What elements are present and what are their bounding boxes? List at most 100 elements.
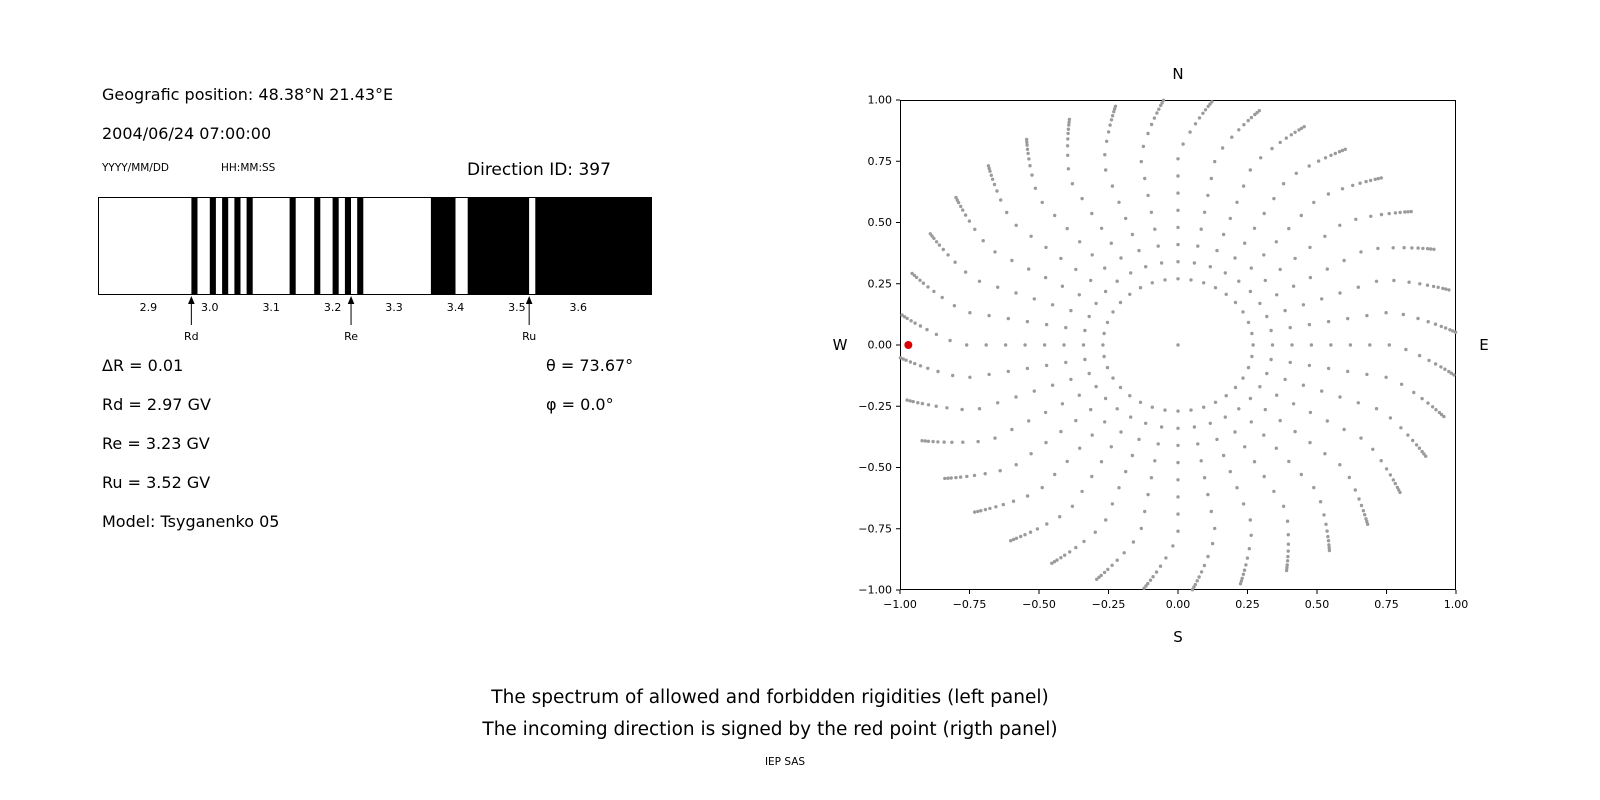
direction-dot bbox=[1262, 211, 1266, 216]
direction-dot bbox=[1150, 281, 1154, 285]
direction-dot bbox=[1242, 568, 1247, 572]
direction-dot bbox=[1083, 357, 1087, 362]
direction-dot bbox=[1196, 244, 1200, 248]
direction-dot bbox=[1068, 550, 1072, 554]
direction-dot bbox=[1425, 283, 1430, 287]
direction-dot bbox=[926, 403, 931, 407]
direction-dot bbox=[1118, 300, 1123, 305]
direction-dot bbox=[1029, 234, 1033, 238]
direction-dot bbox=[1115, 407, 1119, 411]
direction-dot bbox=[928, 232, 932, 236]
cutoff-marker-label: Ru bbox=[522, 330, 536, 343]
direction-dot bbox=[1045, 522, 1049, 526]
direction-dot bbox=[1064, 360, 1068, 365]
direction-dot bbox=[1354, 217, 1358, 221]
direction-dot bbox=[981, 239, 985, 243]
direction-dot bbox=[1050, 303, 1055, 307]
direction-dot bbox=[1251, 343, 1255, 347]
direction-dot bbox=[1240, 576, 1244, 580]
direction-dot bbox=[1275, 393, 1279, 397]
direction-dot bbox=[1102, 331, 1106, 336]
direction-dot bbox=[1418, 282, 1422, 286]
direction-dot bbox=[1115, 279, 1119, 283]
direction-dot bbox=[1379, 459, 1383, 463]
direction-dot bbox=[1278, 267, 1282, 272]
direction-dot bbox=[1263, 278, 1267, 283]
direction-dot bbox=[1241, 572, 1246, 576]
direction-dot bbox=[1221, 453, 1226, 458]
direction-dot bbox=[1411, 438, 1415, 443]
direction-dot bbox=[1176, 443, 1180, 448]
direction-dot bbox=[1103, 266, 1107, 270]
direction-dot bbox=[1206, 104, 1210, 109]
direction-dot bbox=[1326, 534, 1330, 539]
direction-dot bbox=[1397, 488, 1401, 492]
delta-r-label: ΔR = 0.01 bbox=[102, 356, 184, 375]
direction-dot bbox=[1374, 279, 1379, 283]
direction-dot bbox=[1308, 410, 1313, 415]
direction-dot bbox=[1099, 460, 1104, 464]
direction-dot bbox=[1197, 575, 1201, 579]
direction-dot bbox=[958, 475, 963, 479]
direction-dot bbox=[1246, 365, 1251, 370]
direction-dot bbox=[1202, 476, 1207, 480]
direction-dot bbox=[1272, 489, 1276, 494]
direction-dot bbox=[1025, 366, 1030, 371]
direction-dot bbox=[1074, 418, 1078, 423]
rigidity-spectrum-chart: 2.9 3.0 3.1 3.2 3.3 3.4 3.5 3.6 Rd Re Ru bbox=[98, 197, 652, 343]
direction-dot bbox=[1010, 427, 1014, 432]
direction-dot bbox=[1040, 485, 1044, 490]
direction-dot bbox=[1452, 373, 1456, 377]
y-tick-label: 0.25 bbox=[868, 277, 893, 290]
direction-dot bbox=[1426, 320, 1430, 324]
direction-dot bbox=[1097, 575, 1101, 579]
direction-dot bbox=[960, 407, 964, 412]
direction-dot bbox=[1070, 504, 1075, 508]
direction-dot bbox=[988, 506, 992, 511]
direction-dot bbox=[1192, 261, 1197, 265]
direction-dot bbox=[1099, 573, 1103, 578]
direction-dot bbox=[983, 472, 987, 476]
direction-dot bbox=[1095, 577, 1099, 581]
direction-dot bbox=[1432, 247, 1436, 251]
direction-dot bbox=[1363, 513, 1367, 517]
direction-dot bbox=[1283, 308, 1287, 313]
direction-dot bbox=[977, 407, 982, 411]
direction-dot bbox=[1176, 208, 1180, 212]
direction-dot bbox=[912, 273, 917, 278]
direction-dot bbox=[1358, 181, 1362, 185]
direction-dot bbox=[1248, 289, 1253, 294]
direction-dot bbox=[1237, 128, 1241, 132]
direction-dot bbox=[1359, 503, 1364, 508]
direction-dot bbox=[1027, 157, 1031, 161]
direction-dot bbox=[1307, 164, 1311, 168]
direction-dot bbox=[963, 213, 968, 217]
direction-dot bbox=[1105, 139, 1109, 143]
direction-dot bbox=[1233, 385, 1238, 390]
direction-dot bbox=[1146, 131, 1150, 136]
phi-label: φ = 0.0° bbox=[546, 395, 614, 414]
direction-dot bbox=[1249, 266, 1253, 270]
direction-map-chart: −1.00 −0.75 −0.50 −0.25 0.00 0.25 0.50 0.75 1.00… bbox=[833, 65, 1489, 646]
direction-dot bbox=[1190, 588, 1195, 592]
direction-dot bbox=[1248, 396, 1253, 401]
direction-dot bbox=[1199, 570, 1204, 574]
direction-dot bbox=[1064, 325, 1068, 330]
direction-dot bbox=[1152, 116, 1157, 120]
direction-dot bbox=[1293, 256, 1297, 261]
direction-dot bbox=[1176, 174, 1180, 178]
caption-line-2: The incoming direction is signed by the … bbox=[482, 719, 1058, 740]
direction-dot bbox=[1223, 271, 1227, 275]
direction-dot bbox=[1059, 429, 1063, 434]
center-dot bbox=[1176, 343, 1180, 347]
direction-dot bbox=[918, 278, 922, 282]
direction-dot bbox=[1342, 427, 1346, 432]
direction-dot bbox=[1243, 445, 1247, 449]
direction-dot bbox=[1392, 278, 1396, 283]
direction-dot bbox=[1138, 400, 1143, 404]
direction-dot bbox=[988, 169, 992, 173]
direction-dot bbox=[1220, 146, 1225, 150]
direction-dot bbox=[1112, 110, 1116, 114]
direction-dot bbox=[1176, 409, 1180, 413]
datetime-label: 2004/06/24 07:00:00 bbox=[102, 124, 272, 143]
